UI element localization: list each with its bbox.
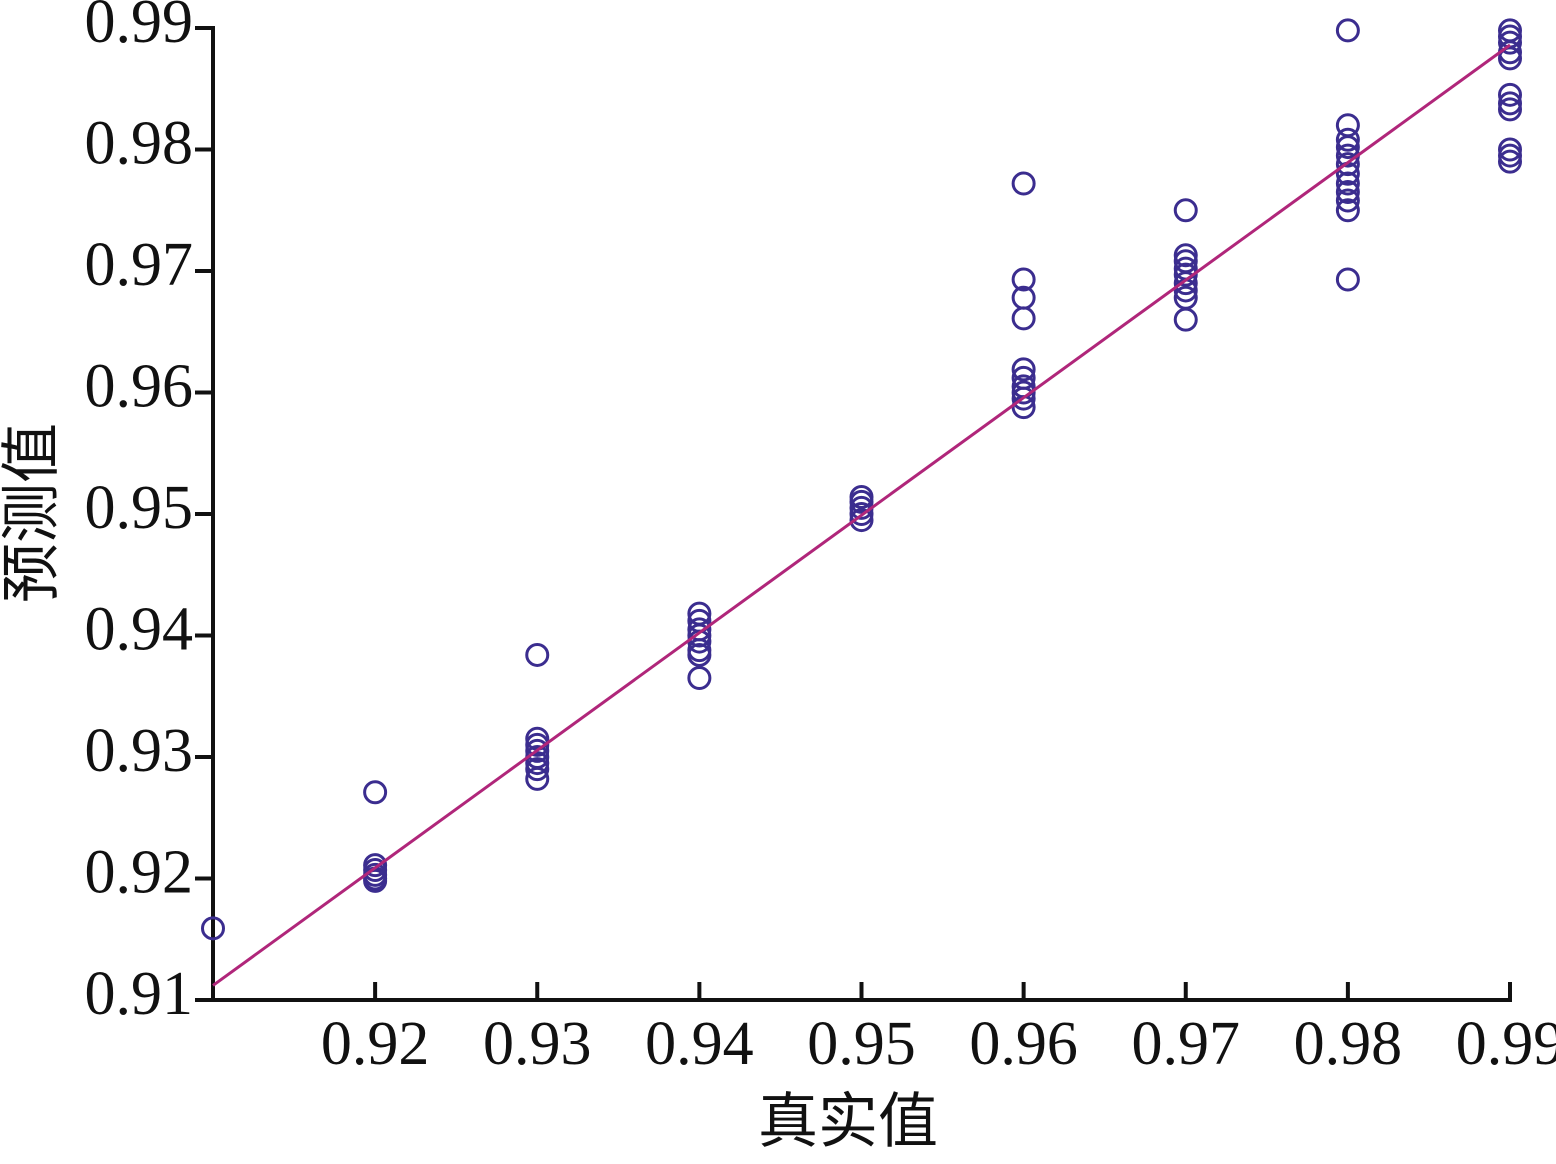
scatter-point xyxy=(1335,267,1360,292)
y-tick-label: 0.97 xyxy=(85,231,194,299)
scatter-point xyxy=(849,489,874,514)
scatter-point xyxy=(525,751,550,776)
scatter-point xyxy=(1498,91,1522,116)
scatter-point xyxy=(1498,137,1522,162)
scatter-point xyxy=(1011,171,1036,196)
x-tick-label: 0.93 xyxy=(483,1010,592,1078)
x-tick-label: 0.98 xyxy=(1294,1010,1403,1078)
scatter-point xyxy=(1011,357,1036,382)
scatter-point xyxy=(1335,180,1360,205)
x-axis-label: 真实值 xyxy=(758,1089,938,1155)
x-tick-label: 0.95 xyxy=(807,1010,916,1078)
y-axis-label: 预测值 xyxy=(0,423,65,603)
scatter-point xyxy=(1173,307,1198,332)
scatter-point xyxy=(687,623,712,648)
scatter-point xyxy=(1498,30,1522,55)
scatter-point xyxy=(1173,243,1198,268)
scatter-point xyxy=(849,508,874,533)
scatter-point xyxy=(363,853,388,878)
scatter-point xyxy=(1498,97,1522,122)
scatter-point xyxy=(363,780,388,805)
scatter-point xyxy=(1498,46,1522,71)
scatter-point xyxy=(1335,198,1360,223)
y-tick-label: 0.94 xyxy=(85,596,194,664)
y-tick-label: 0.96 xyxy=(85,353,194,421)
x-tick-label: 0.94 xyxy=(645,1010,754,1078)
scatter-point xyxy=(1173,271,1198,296)
scatter-point xyxy=(1335,135,1360,160)
scatter-point xyxy=(525,766,550,791)
x-tick-label: 0.97 xyxy=(1132,1010,1241,1078)
scatter-point xyxy=(1498,149,1522,174)
scatter-point xyxy=(1335,188,1360,213)
scatter-point xyxy=(687,666,712,691)
fit-line xyxy=(212,43,1511,987)
scatter-point xyxy=(525,757,550,782)
y-tick-label: 0.92 xyxy=(85,839,194,907)
scatter-point xyxy=(1011,267,1036,292)
y-tick-label: 0.99 xyxy=(85,0,194,56)
x-tick-label: 0.92 xyxy=(321,1010,430,1078)
scatter-point xyxy=(525,642,550,667)
scatter-point xyxy=(1498,82,1522,107)
scatter-point xyxy=(1173,198,1198,223)
scatter-point xyxy=(687,642,712,667)
scatter-point xyxy=(525,732,550,757)
scatter-point xyxy=(849,502,874,526)
scatter-point xyxy=(1011,386,1036,411)
y-tick-label: 0.93 xyxy=(85,717,194,785)
scatter-point xyxy=(1498,143,1522,168)
y-tick-label: 0.98 xyxy=(85,110,194,178)
scatter-point xyxy=(1335,152,1360,177)
scatter-point xyxy=(1335,171,1360,196)
scatter-point xyxy=(1011,306,1036,331)
x-tick-label: 0.96 xyxy=(969,1010,1078,1078)
y-tick-label: 0.95 xyxy=(85,474,194,542)
scatter-point xyxy=(201,916,225,941)
scatter-point xyxy=(525,738,550,763)
y-tick-label: 0.91 xyxy=(85,960,194,1028)
scatter-point xyxy=(1173,262,1198,287)
scatter-point xyxy=(1335,18,1360,43)
scatter-point xyxy=(1335,127,1360,152)
scatter-point xyxy=(1011,380,1036,405)
x-tick-label: 0.99 xyxy=(1456,1010,1556,1078)
scatter-point xyxy=(363,868,388,893)
